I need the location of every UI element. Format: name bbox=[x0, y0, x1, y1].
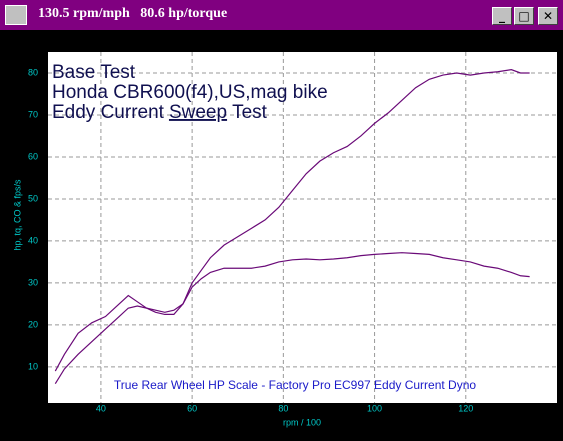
series-line bbox=[54, 252, 530, 372]
chart: hp, tq, CO & fps/s rpm / 100 10 20 30 40 50 6… bbox=[12, 52, 557, 427]
annotation: Eddy Current Sweep Test bbox=[52, 102, 268, 123]
y-axis-label: hp, tq, CO & fps/s bbox=[12, 179, 22, 251]
plot-area bbox=[48, 52, 557, 403]
title-bar: 130.5 rpm/mph 80.6 hp/torque _ □ ✕ bbox=[0, 0, 563, 30]
y-tick-label: 70 bbox=[28, 109, 38, 119]
x-tick-label: 40 bbox=[96, 403, 106, 413]
minimize-button[interactable]: _ bbox=[492, 7, 512, 25]
x-axis-label: rpm / 100 bbox=[283, 417, 321, 427]
y-tick-label: 20 bbox=[28, 319, 38, 329]
footer-note: True Rear Wheel HP Scale - Factory Pro E… bbox=[114, 378, 476, 392]
annotation: Base Test bbox=[52, 62, 136, 83]
x-tick-label: 120 bbox=[458, 403, 473, 413]
annotation-part: Eddy Current bbox=[52, 102, 165, 123]
y-tick-label: 80 bbox=[28, 67, 38, 77]
maximize-button[interactable]: □ bbox=[514, 7, 534, 25]
x-tick-label: 80 bbox=[278, 403, 288, 413]
annotation-part: Test bbox=[232, 102, 268, 123]
annotation-part: Sweep bbox=[169, 102, 227, 123]
y-tick-label: 60 bbox=[28, 151, 38, 161]
app-icon bbox=[5, 5, 27, 25]
y-tick-label: 50 bbox=[28, 193, 38, 203]
y-tick-label: 40 bbox=[28, 235, 38, 245]
x-tick-label: 100 bbox=[367, 403, 382, 413]
window-title: 130.5 rpm/mph 80.6 hp/torque bbox=[38, 6, 228, 21]
annotation: Honda CBR600(f4),US,mag bike bbox=[52, 82, 328, 103]
y-tick-label: 10 bbox=[28, 361, 38, 371]
close-button[interactable]: ✕ bbox=[538, 7, 558, 25]
series-line bbox=[54, 69, 530, 385]
x-tick-label: 60 bbox=[187, 403, 197, 413]
y-tick-label: 30 bbox=[28, 277, 38, 287]
